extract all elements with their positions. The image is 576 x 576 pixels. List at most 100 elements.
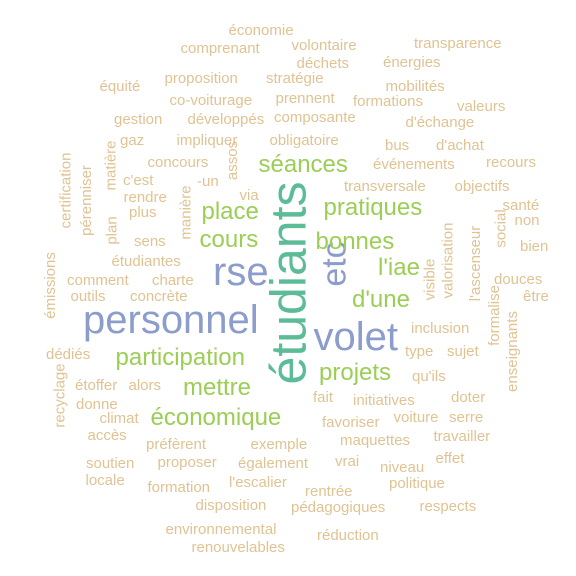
word-13: mettre [183, 374, 252, 401]
word-105: rentrée [305, 482, 353, 500]
word-11: place [201, 198, 259, 225]
word-62: émissions [41, 251, 59, 319]
word-99: vrai [335, 452, 360, 470]
word-9: bonnes [315, 228, 395, 255]
word-68: douces [494, 270, 543, 288]
word-107: pédagogiques [291, 498, 386, 516]
word-102: l'escalier [229, 473, 287, 491]
word-60: sens [134, 232, 166, 250]
word-69: outils [70, 287, 106, 305]
word-88: voiture [393, 408, 439, 426]
word-93: préfèrent [146, 435, 207, 453]
word-86: climat [99, 409, 139, 427]
word-19: volontaire [291, 36, 357, 54]
word-50: objectifs [454, 177, 510, 195]
word-65: comment [67, 271, 129, 289]
word-20: transparence [414, 34, 502, 52]
word-103: politique [389, 474, 445, 492]
word-100: niveau [380, 458, 425, 476]
word-6: participation [115, 344, 245, 371]
word-15: l'iae [378, 254, 420, 281]
word-90: accès [87, 426, 127, 444]
word-73: inclusion [411, 319, 470, 337]
word-80: étoffer [75, 376, 118, 394]
word-104: formation [147, 478, 211, 496]
word-35: gaz [120, 131, 145, 149]
word-14: projets [319, 359, 392, 386]
word-81: alors [128, 376, 162, 394]
word-52: santé [502, 196, 540, 214]
word-31: gestion [114, 110, 163, 128]
word-77: sujet [447, 342, 479, 360]
word-3: volet [313, 315, 399, 359]
word-67: visible [421, 258, 439, 300]
word-37: obligatoire [269, 131, 339, 149]
word-34: d'échange [405, 113, 475, 131]
word-43: concours [147, 153, 209, 171]
word-57: non [514, 211, 540, 229]
word-75: dédiés [46, 345, 91, 363]
word-7: économique [150, 404, 282, 431]
word-18: comprenant [180, 39, 260, 57]
word-4: rse [213, 250, 269, 294]
word-83: fait [313, 388, 334, 406]
word-58: social [492, 208, 510, 248]
word-16: d'une [352, 286, 410, 313]
word-71: être [523, 287, 549, 305]
word-96: soutien [86, 454, 135, 472]
word-8: pratiques [323, 194, 423, 221]
word-84: initiatives [353, 391, 415, 409]
word-72: formalise [485, 284, 503, 346]
word-76: type [405, 342, 434, 360]
word-10: séances [258, 151, 348, 178]
word-41: pérenniser [77, 164, 95, 236]
word-61: bien [520, 237, 549, 255]
word-21: déchets [296, 54, 350, 72]
word-40: certification [57, 152, 75, 228]
word-59: l'ascenseur [466, 225, 484, 301]
word-74: enseignants [503, 310, 521, 392]
word-87: favoriser [322, 413, 380, 431]
word-111: renouvelables [191, 538, 285, 556]
word-51: rendre [123, 188, 167, 206]
word-38: bus [385, 136, 410, 154]
word-79: recyclage [51, 362, 69, 428]
word-94: exemple [250, 435, 308, 453]
word-1: étudiants [259, 181, 316, 385]
word-106: disposition [195, 496, 267, 514]
word-56: manière [177, 184, 195, 240]
word-66: charte [152, 271, 194, 289]
word-28: prennent [275, 89, 335, 107]
word-26: mobilités [385, 77, 445, 95]
word-29: formations [353, 92, 424, 110]
word-89: serre [449, 408, 484, 426]
word-12: cours [199, 226, 259, 253]
word-33: composante [274, 108, 356, 126]
word-91: maquettes [340, 431, 411, 449]
word-25: équité [99, 77, 141, 95]
word-55: via [239, 186, 259, 204]
word-108: respects [419, 497, 477, 515]
word-22: énergies [383, 53, 441, 71]
word-95: effet [435, 449, 465, 467]
word-2: personnel [83, 298, 259, 342]
word-48: -un [197, 172, 219, 190]
word-101: locale [85, 471, 125, 489]
word-17: économie [228, 21, 294, 39]
word-47: c'est [123, 171, 154, 189]
word-23: proposition [164, 69, 238, 87]
word-53: plan [103, 215, 121, 245]
word-42: matière [102, 139, 120, 191]
word-44: assos [223, 140, 241, 180]
word-63: étudiantes [111, 252, 181, 270]
word-36: impliquer [176, 131, 238, 149]
word-78: qu'ils [412, 367, 446, 385]
word-30: valeurs [457, 97, 506, 115]
word-24: stratégie [266, 69, 324, 87]
word-64: valorisation [439, 222, 457, 298]
word-98: également [238, 454, 309, 472]
word-92: travailler [433, 427, 491, 445]
word-82: donne [76, 395, 118, 413]
word-70: concrète [130, 287, 188, 305]
